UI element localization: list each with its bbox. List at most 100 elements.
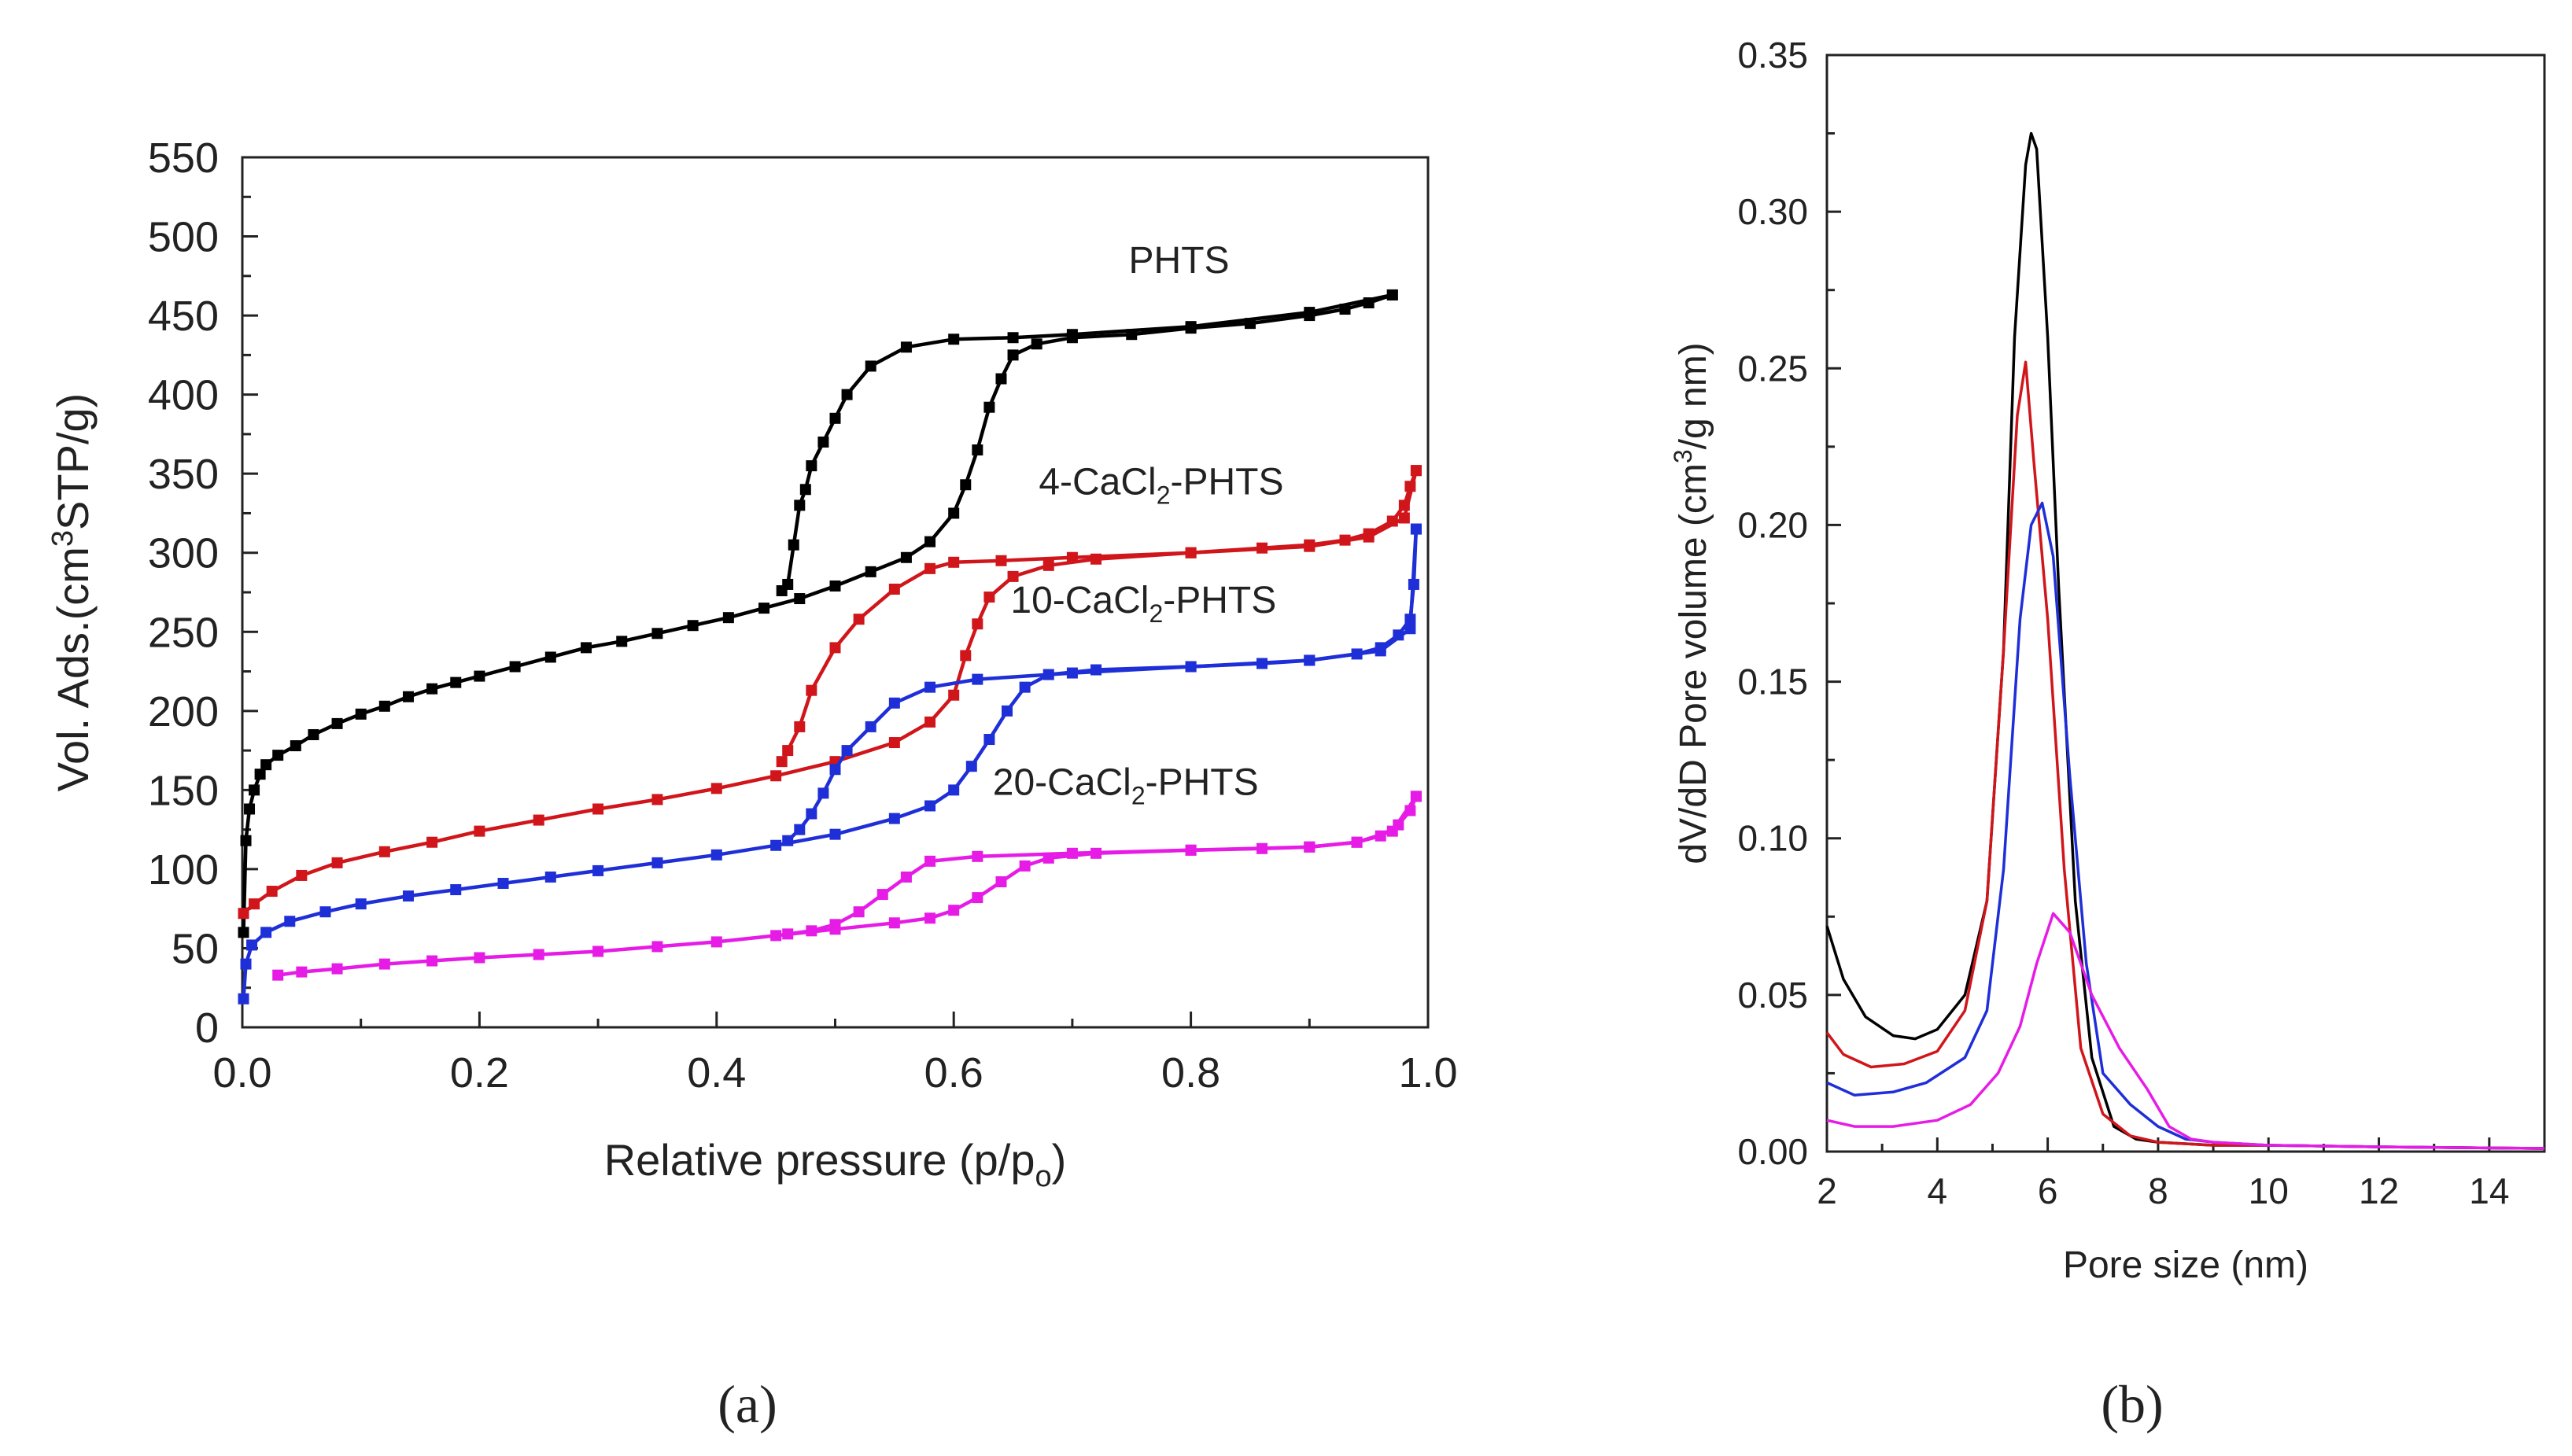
panel-a-data-point (581, 642, 592, 654)
panel-a-data-point (1185, 547, 1197, 558)
panel-b-tick-labels: 2 4 6 8 10 12 14 0.00 0.05 0.10 0.15 0.20 0.25 0.30 0.… (1737, 35, 2509, 1211)
panel-b-caption: (b) (2101, 1374, 2163, 1434)
panel-a-data-point (794, 721, 806, 732)
panel-a-data-point (770, 839, 782, 851)
panel-a-data-point (829, 580, 841, 592)
series-label-part: -PHTS (1171, 461, 1284, 503)
panel-b-x-tick-label: 14 (2469, 1170, 2509, 1211)
panel-a-y-axis-label: Vol. Ads.(cm3STP/g) (46, 393, 98, 792)
panel-a-y-tick-label: 100 (148, 846, 219, 894)
panel-a-x-tick-label: 0.4 (687, 1049, 746, 1097)
panel-a-data-point (710, 936, 722, 948)
panel-a-data-point (806, 925, 817, 937)
panel-a-data-point (592, 864, 604, 876)
panel-a-x-axis-label-main: Relative pressure (p/p (604, 1135, 1035, 1185)
panel-a-data-point (924, 800, 936, 812)
panel-a-data-point (972, 618, 983, 630)
panel-a-data-point (1042, 559, 1054, 571)
panel-a-data-point (402, 691, 414, 702)
panel-a-data-point (960, 650, 972, 662)
series-label: PHTS (1129, 240, 1230, 282)
panel-a-data-point (888, 737, 900, 749)
panel-a-data-point (533, 814, 544, 826)
panel-b-x-axis-label: Pore size (nm) (2063, 1244, 2308, 1286)
panel-a-data-point (378, 700, 390, 712)
series-label: 20-CaCl2-PHTS (993, 761, 1259, 809)
panel-a-data-point (651, 941, 663, 953)
panel-a-data-point (722, 612, 734, 624)
panel-a-data-point (296, 869, 308, 881)
panel-a-y-tick-label: 300 (148, 530, 219, 577)
panel-a-data-point (788, 539, 799, 551)
panel-a-data-point (474, 670, 485, 682)
panel-a-data-point (509, 661, 521, 673)
panel-a-y-tick-label: 350 (148, 451, 219, 498)
panel-a-y-axis-label-end: STP/g) (48, 393, 98, 530)
panel-a-data-point (829, 412, 841, 424)
panel-a-data-point (1007, 332, 1019, 344)
panel-a-data-point (1185, 661, 1197, 673)
panel-a-data-point (272, 969, 284, 981)
series-phts (238, 289, 1398, 938)
panel-b-y-tick-label: 0.15 (1737, 662, 1808, 702)
panel-b-y-tick-label: 0.30 (1737, 191, 1808, 232)
panel-a-data-point (249, 784, 260, 796)
panel-a-data-point (1410, 523, 1422, 535)
panel-a-data-point (841, 389, 853, 400)
panel-a-data-point (888, 583, 900, 595)
panel-a-data-point (260, 759, 272, 771)
panel-a-data-point (450, 884, 462, 896)
panel-b-ticks (1825, 53, 2491, 1153)
panel-a-data-point (900, 551, 912, 563)
panel-b-y-axis-label: dV/dD Pore volume (cm3/g nm) (1669, 342, 1714, 864)
panel-a-data-point (238, 993, 249, 1004)
panel-a-data-point (770, 770, 782, 782)
panel-b-y-tick-label: 0.10 (1737, 818, 1808, 859)
panel-a-data-point (240, 958, 252, 970)
panel-a-data-point (592, 803, 604, 815)
panel-a-data-point (776, 584, 788, 596)
panel-a-data-point (1386, 289, 1398, 300)
panel-a-data-point (592, 945, 604, 957)
panel-a-data-point (378, 846, 390, 857)
panel-a-x-axis-label: Relative pressure (p/po) (604, 1135, 1067, 1193)
panel-a-x-tick-label: 0.8 (1161, 1049, 1220, 1097)
panel-a-caption: (a) (718, 1374, 777, 1434)
panel-a-data-point (1002, 705, 1013, 717)
panel-a-data-point (1363, 531, 1375, 543)
panel-a-data-point (782, 928, 794, 940)
panel-a-data-point (1398, 512, 1410, 524)
panel-a-data-point (402, 890, 414, 902)
panel-a-data-point (296, 966, 308, 978)
panel-a-data-point (965, 761, 977, 772)
panel-a-x-axis-label-subscript: o (1035, 1160, 1052, 1193)
panel-a-data-point (817, 787, 829, 799)
panel-a-data-point (1410, 465, 1422, 477)
panel-a-data-point (900, 871, 912, 883)
panel-a-x-tick-label: 1.0 (1398, 1049, 1457, 1097)
panel-a-y-axis-label-superscript: 3 (46, 530, 79, 547)
panel-a-data-point (876, 889, 888, 901)
panel-a-data-point (319, 906, 331, 918)
panel-a-data-point (888, 917, 900, 929)
panel-a-data-point (1185, 321, 1197, 333)
panel-a-data-point (1410, 791, 1422, 802)
panel-b-x-tick-label: 2 (1817, 1170, 1837, 1211)
panel-a-data-point (782, 745, 794, 757)
panel-b-y-tick-label: 0.25 (1737, 348, 1808, 389)
panel-a-data-point (355, 708, 367, 720)
panel-a-data-point (1185, 844, 1197, 856)
panel-a-data-point (995, 373, 1007, 385)
panel-b-series-20-cacl2-phts (1826, 912, 2545, 1150)
series-label-subscript: 2 (1149, 599, 1163, 628)
panel-a-y-tick-label: 400 (148, 372, 219, 419)
panel-a-data-point (794, 593, 806, 605)
panel-a-data-point (450, 676, 462, 688)
panel-a-data-point (948, 905, 960, 916)
panel-a-data-point (1066, 667, 1078, 679)
panel-a-data-point (829, 642, 841, 654)
panel-a-data-point (378, 958, 390, 970)
panel-a-data-point (238, 908, 249, 920)
panel-a-data-point (841, 745, 853, 757)
